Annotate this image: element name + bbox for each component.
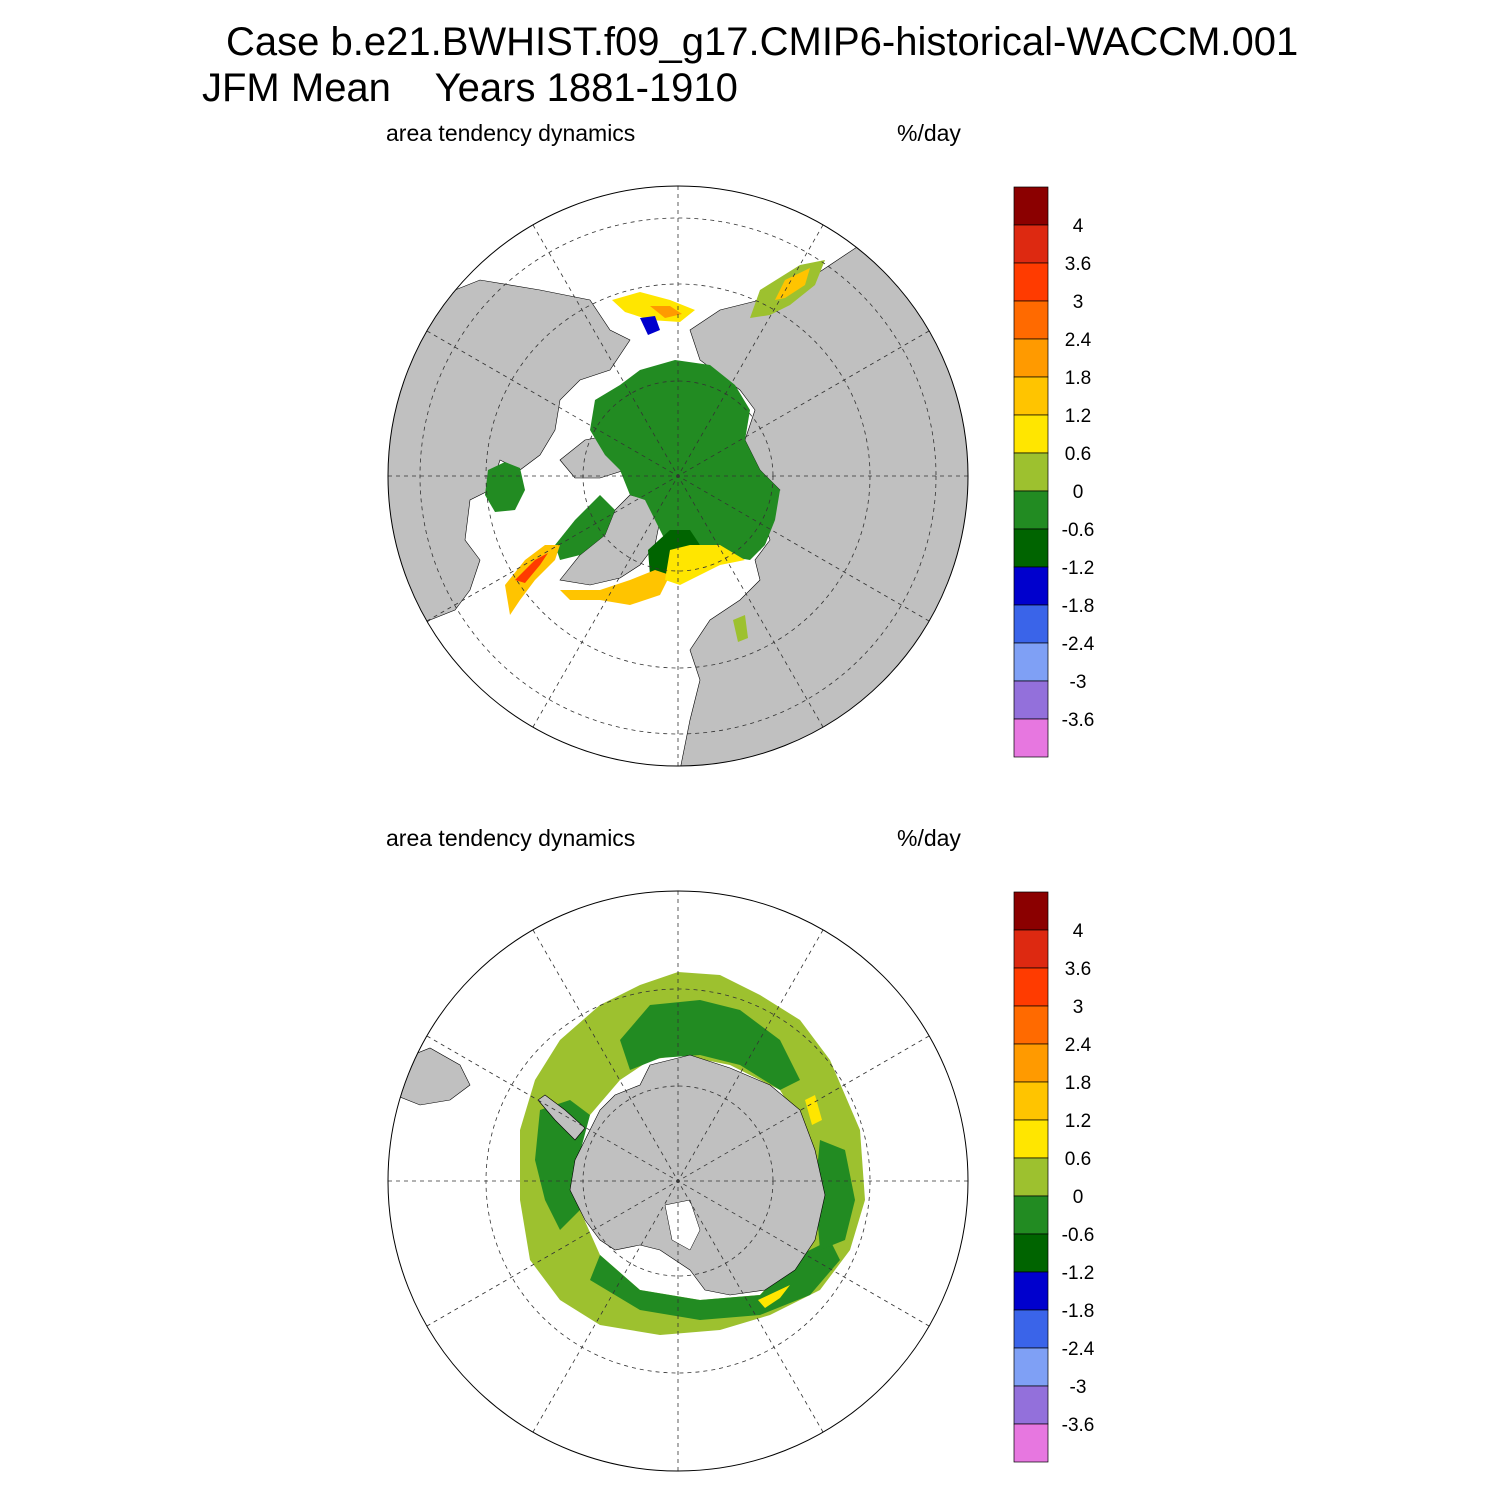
north-colorbar-box (1013, 414, 1049, 454)
north-grid-meridian (426, 330, 930, 622)
north-ice-okhotsk-core (775, 268, 810, 300)
south-colorbar-label: -1.2 (1062, 1263, 1095, 1284)
south-colorbar-label: 0 (1073, 1187, 1084, 1208)
south-colorbar-box (1013, 1347, 1049, 1387)
north-ice-greenland-east (560, 570, 670, 605)
north-colorbar-label: -1.2 (1062, 558, 1095, 579)
north-polar-map (387, 185, 969, 767)
south-ice-east-positive (805, 1095, 822, 1125)
north-colorbar-label: 1.2 (1065, 406, 1091, 427)
south-colorbar-label: 1.8 (1065, 1073, 1091, 1094)
south-colorbar-box (1013, 929, 1049, 969)
north-ice-hudson (485, 462, 525, 512)
north-colorbar-label: 3.6 (1065, 254, 1091, 275)
south-colorbar-label: 3.6 (1065, 959, 1091, 980)
south-colorbar-label: 2.4 (1065, 1035, 1092, 1056)
south-colorbar-box (1013, 967, 1049, 1007)
south-colorbar-box (1013, 1423, 1049, 1463)
south-colorbar-box (1013, 891, 1049, 931)
south-colorbar-label: 1.2 (1065, 1111, 1091, 1132)
north-ice-labrador (505, 545, 560, 615)
south-colorbar-box (1013, 1043, 1049, 1083)
north-ice-labrador-core (515, 553, 548, 583)
north-colorbar-box (1013, 338, 1049, 378)
north-colorbar-label: 3 (1073, 292, 1084, 313)
north-ice-arctic-basin (590, 360, 780, 560)
north-colorbar-label: 4 (1073, 216, 1084, 237)
north-colorbar-box (1013, 680, 1049, 720)
north-panel-units-label: %/day (897, 120, 961, 146)
north-colorbar-box (1013, 528, 1049, 568)
south-colorbar-label: -2.4 (1062, 1339, 1095, 1360)
north-colorbar-box (1013, 262, 1049, 302)
south-colorbar-box (1013, 1119, 1049, 1159)
south-colorbar-box (1013, 1081, 1049, 1121)
south-grid-meridian (426, 1035, 930, 1327)
south-colorbar-label: -3.6 (1062, 1415, 1095, 1436)
figure-title: Case b.e21.BWHIST.f09_g17.CMIP6-historic… (226, 20, 1299, 64)
south-colorbar-label: 0.6 (1065, 1149, 1091, 1170)
north-colorbar-box (1013, 452, 1049, 492)
south-ice-dark-sector-1 (620, 1000, 800, 1090)
south-ross-shelf (664, 1199, 701, 1251)
south-colorbar: 4 3.6 3 2.4 1.8 1.2 0.6 0 -0.6 -1.2 -1.8 -2.4 -3 -3.6 (1013, 891, 1095, 1463)
south-colorbar-box (1013, 1005, 1049, 1045)
north-colorbar-label: 0.6 (1065, 444, 1091, 465)
north-land-north-america (388, 279, 631, 641)
north-colorbar-label: 2.4 (1065, 330, 1092, 351)
north-colorbar-label: 0 (1073, 482, 1084, 503)
north-colorbar-label: -1.8 (1062, 596, 1095, 617)
north-colorbar-box (1013, 300, 1049, 340)
south-map-border (387, 890, 969, 1472)
north-ice-baffin (555, 495, 615, 560)
north-colorbar-box (1013, 642, 1049, 682)
south-colorbar-box (1013, 1157, 1049, 1197)
north-colorbar-label: -3.6 (1062, 710, 1095, 731)
north-ice-baltic (733, 615, 748, 642)
north-ice-bering-core (650, 306, 682, 318)
north-colorbar-label: -3 (1070, 672, 1087, 693)
south-ice-ross-positive (758, 1285, 790, 1308)
north-map-border (387, 185, 969, 767)
north-colorbar-box (1013, 718, 1049, 758)
south-colorbar-box (1013, 1309, 1049, 1349)
north-colorbar-label: -2.4 (1062, 634, 1095, 655)
north-colorbar-box (1013, 186, 1049, 226)
south-colorbar-box (1013, 1233, 1049, 1273)
north-colorbar-label: 1.8 (1065, 368, 1091, 389)
south-panel-units-label: %/day (897, 825, 961, 851)
north-colorbar-box (1013, 376, 1049, 416)
figure-subtitle: JFM Mean Years 1881-1910 (202, 66, 738, 110)
north-colorbar-box (1013, 604, 1049, 644)
south-colorbar-box (1013, 1385, 1049, 1425)
south-colorbar-label: -1.8 (1062, 1301, 1095, 1322)
north-colorbar: 4 3.6 3 2.4 1.8 1.2 0.6 0 -0.6 -1.2 -1.8 -2.4 -3 -3.6 (1013, 186, 1095, 758)
south-colorbar-box (1013, 1271, 1049, 1311)
north-colorbar-label: -0.6 (1062, 520, 1095, 541)
south-panel-left-label: area tendency dynamics (386, 825, 636, 851)
north-colorbar-box (1013, 566, 1049, 606)
north-colorbar-box (1013, 224, 1049, 264)
north-ice-greenland-sea (665, 545, 745, 585)
north-colorbar-box (1013, 490, 1049, 530)
south-ice-dark-sector-3 (590, 1240, 840, 1320)
south-colorbar-label: 4 (1073, 921, 1084, 942)
south-land-antarctica (569, 1054, 826, 1296)
south-colorbar-label: -0.6 (1062, 1225, 1095, 1246)
south-colorbar-box (1013, 1195, 1049, 1235)
north-panel-left-label: area tendency dynamics (386, 120, 636, 146)
south-land-antarctic-peninsula (537, 1094, 586, 1141)
south-ice-dark-sector-4 (815, 1140, 855, 1250)
south-colorbar-label: 3 (1073, 997, 1084, 1018)
south-colorbar-label: -3 (1070, 1377, 1087, 1398)
south-polar-map (387, 890, 969, 1472)
north-ice-bering-neg (640, 316, 660, 335)
